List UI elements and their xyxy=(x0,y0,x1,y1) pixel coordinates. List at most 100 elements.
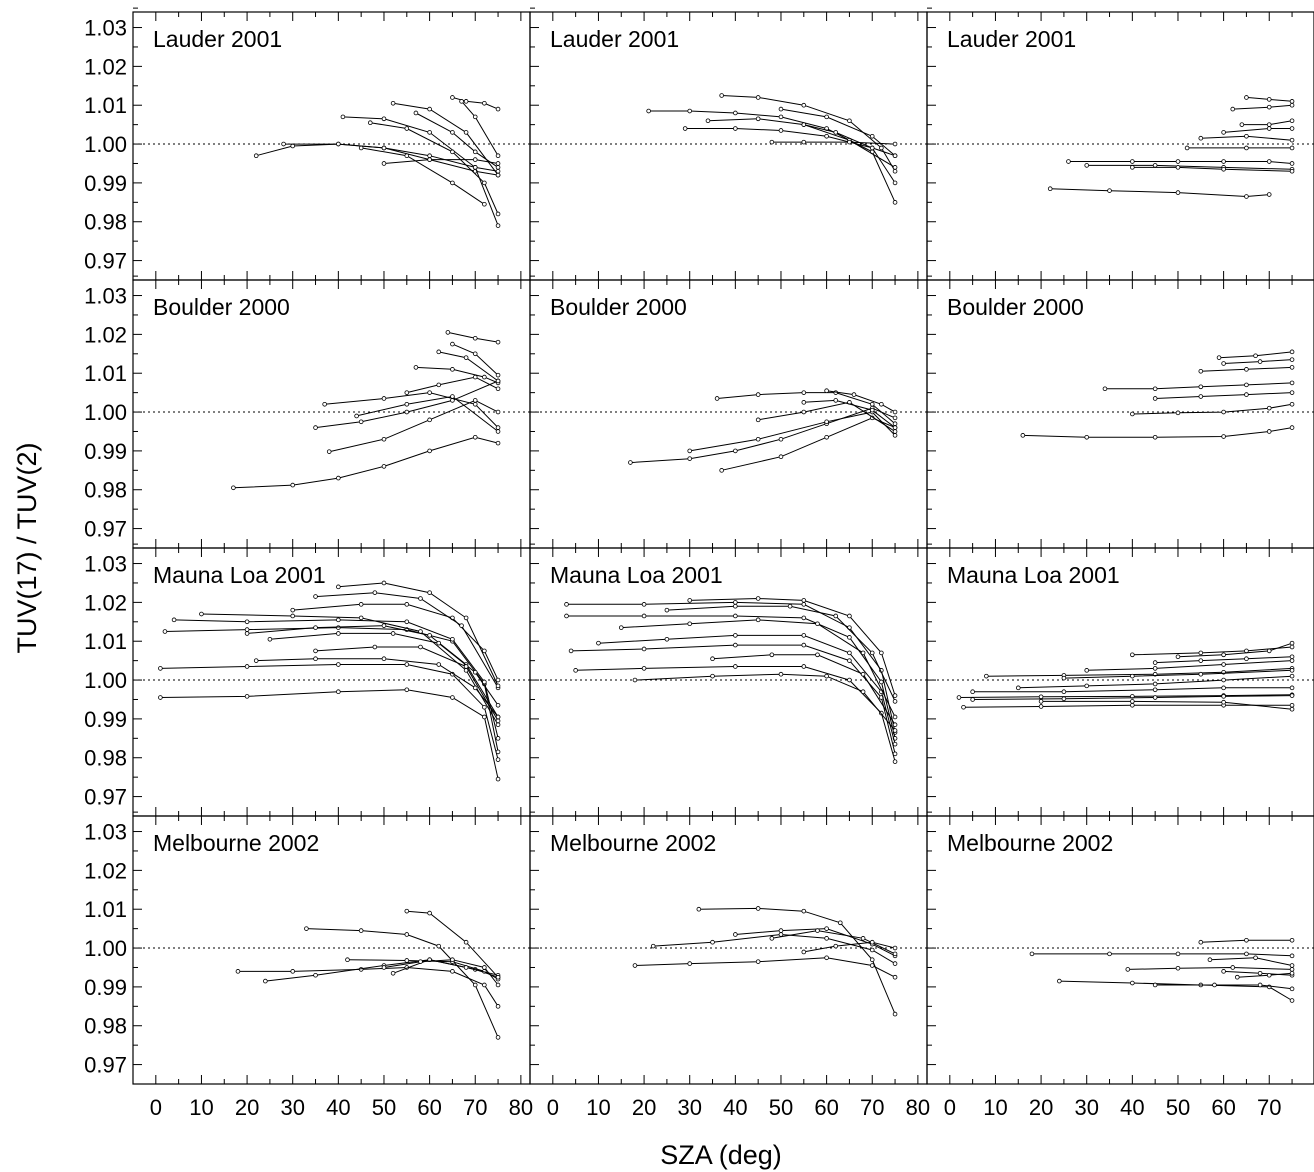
data-point xyxy=(450,130,455,135)
data-point xyxy=(1244,95,1249,100)
data-point xyxy=(1084,668,1090,673)
data-point xyxy=(1198,135,1204,141)
data-point xyxy=(463,130,469,135)
x-tick-label: 70 xyxy=(1257,1095,1281,1120)
data-point xyxy=(336,475,341,481)
data-point xyxy=(381,436,387,442)
y-tick-label: 1.00 xyxy=(84,668,127,693)
data-point xyxy=(1253,353,1258,359)
x-tick-label: 40 xyxy=(326,1095,350,1120)
data-point xyxy=(650,943,656,949)
data-point xyxy=(358,602,364,607)
series-line xyxy=(758,401,896,432)
data-point xyxy=(381,161,387,166)
data-point xyxy=(1221,694,1226,699)
data-point xyxy=(404,153,410,159)
data-point xyxy=(1289,168,1295,174)
panels: 0.97 0.98 0.99 1.00 1.01 1.02 1.03 Lauder 2001 L… xyxy=(84,7,1314,1120)
panel-title: Mauna Loa 2001 xyxy=(550,562,723,588)
data-point xyxy=(450,341,455,347)
data-point xyxy=(568,648,574,654)
data-point xyxy=(892,699,898,704)
x-tick-label: 50 xyxy=(372,1095,396,1120)
y-tick-label: 0.98 xyxy=(84,478,127,503)
data-point xyxy=(244,619,250,625)
data-point xyxy=(824,133,829,139)
data-point xyxy=(404,662,410,667)
data-point xyxy=(404,126,410,131)
data-point xyxy=(404,602,410,607)
data-point xyxy=(482,982,487,988)
data-point xyxy=(336,625,341,630)
data-point xyxy=(733,603,738,609)
panel-title: Melbourne 2002 xyxy=(153,830,319,856)
x-tick-label: 80 xyxy=(906,1095,930,1120)
data-point xyxy=(1289,998,1295,1003)
panel-frame xyxy=(529,815,928,1085)
data-point xyxy=(1221,167,1226,172)
x-tick-label: 20 xyxy=(632,1095,656,1120)
y-tick-label: 1.03 xyxy=(84,16,127,41)
data-point xyxy=(495,372,501,378)
data-point xyxy=(495,703,501,708)
data-point xyxy=(463,664,469,669)
x-tick-label: 40 xyxy=(1120,1095,1144,1120)
data-point xyxy=(1130,699,1135,704)
data-point xyxy=(1266,122,1272,127)
data-point xyxy=(682,126,688,131)
data-point xyxy=(427,157,432,162)
data-point xyxy=(263,978,268,984)
data-point xyxy=(472,685,478,691)
data-point xyxy=(1289,937,1295,943)
series-line xyxy=(1155,984,1293,990)
data-point xyxy=(1130,411,1135,417)
data-point xyxy=(158,695,163,700)
data-point xyxy=(231,485,236,491)
data-point xyxy=(733,448,738,454)
data-point xyxy=(833,613,839,619)
series-line xyxy=(447,331,499,343)
data-point xyxy=(436,349,442,355)
data-point xyxy=(970,697,975,702)
data-point xyxy=(450,180,455,186)
data-point xyxy=(824,673,829,679)
data-point xyxy=(1061,675,1067,681)
data-point xyxy=(778,128,784,133)
data-point xyxy=(381,464,387,469)
data-point xyxy=(769,139,775,145)
series-line xyxy=(1086,660,1293,671)
data-point xyxy=(450,149,455,155)
data-point xyxy=(372,644,378,650)
data-point xyxy=(801,409,807,415)
data-point xyxy=(472,982,478,988)
data-point xyxy=(495,153,501,159)
data-point xyxy=(1221,130,1226,135)
data-point xyxy=(326,449,332,454)
data-point xyxy=(450,636,455,642)
y-tick-label: 1.03 xyxy=(84,552,127,577)
data-point xyxy=(472,435,478,440)
series-line xyxy=(634,673,896,731)
x-tick-label: 50 xyxy=(1166,1095,1190,1120)
data-point xyxy=(1130,703,1135,708)
data-point xyxy=(358,145,364,151)
y-tick-label: 1.00 xyxy=(84,400,127,425)
series-line xyxy=(972,687,1293,693)
panel-r2-c1: Mauna Loa 2001 xyxy=(529,543,928,817)
data-point xyxy=(824,936,829,941)
data-point xyxy=(573,668,578,673)
data-point xyxy=(463,965,469,970)
series-line xyxy=(247,625,499,718)
data-point xyxy=(1221,699,1226,705)
series-line xyxy=(238,966,499,1007)
panel-r0-c2: Lauder 2001 xyxy=(926,7,1314,281)
data-point xyxy=(801,615,807,621)
data-point xyxy=(495,736,501,741)
series-line xyxy=(324,392,499,428)
data-point xyxy=(1244,133,1249,139)
data-point xyxy=(892,722,898,728)
data-point xyxy=(1230,965,1236,970)
data-point xyxy=(381,145,387,151)
data-point xyxy=(733,613,738,619)
y-tick-label: 0.97 xyxy=(84,1053,127,1078)
